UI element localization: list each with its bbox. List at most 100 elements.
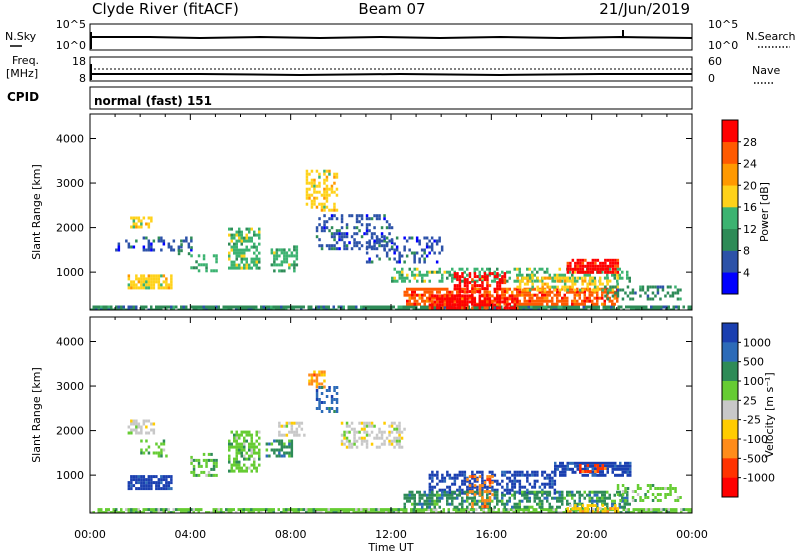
power-echo-cell xyxy=(585,308,588,310)
power-echo-cell xyxy=(546,296,549,300)
time-tick-label: 12:00 xyxy=(375,528,407,541)
velocity-echo-cell xyxy=(473,499,476,503)
velocity-echo-cell xyxy=(614,507,617,511)
power-echo-cell xyxy=(598,279,602,283)
power-echo-cell xyxy=(548,273,551,277)
velocity-echo-cell xyxy=(542,508,545,512)
power-echo-cell xyxy=(390,239,394,243)
velocity-echo-cell xyxy=(162,475,166,479)
power-echo-cell xyxy=(481,294,484,298)
velocity-echo-cell xyxy=(516,502,519,506)
power-echo-cell xyxy=(157,308,160,310)
power-echo-cell xyxy=(458,294,462,298)
velocity-echo-cell xyxy=(488,496,492,500)
power-echo-cell xyxy=(488,290,491,294)
time-tick-label: 00:00 xyxy=(74,528,106,541)
velocity-echo-cell xyxy=(222,511,225,513)
power-echo-cell xyxy=(581,279,584,283)
power-echo-cell xyxy=(581,282,584,286)
velocity-echo-cell xyxy=(233,433,236,437)
velocity-echo-cell xyxy=(97,511,100,513)
power-echo-cell xyxy=(142,308,145,310)
power-echo-cell xyxy=(626,273,629,277)
power-echo-cell xyxy=(503,272,507,276)
velocity-echo-cell xyxy=(195,473,198,477)
velocity-echo-cell xyxy=(561,496,564,500)
velocity-echo-cell xyxy=(571,461,574,465)
power-echo-cell xyxy=(235,248,238,252)
power-echo-cell xyxy=(152,248,156,252)
velocity-echo-cell xyxy=(591,467,594,471)
velocity-echo-cell xyxy=(463,482,467,486)
velocity-echo-cell xyxy=(207,511,210,513)
power-echo-cell xyxy=(652,308,655,310)
power-echo-cell xyxy=(375,308,378,310)
velocity-echo-cell xyxy=(305,508,308,512)
power-echo-cell xyxy=(132,222,136,226)
velocity-echo-cell xyxy=(600,511,603,513)
power-echo-cell xyxy=(503,278,507,282)
velocity-echo-cell xyxy=(481,502,484,506)
power-echo-cell xyxy=(451,267,454,271)
velocity-echo-cell xyxy=(645,508,648,512)
power-echo-cell xyxy=(107,305,110,309)
velocity-echo-cell xyxy=(578,490,581,494)
power-echo-cell xyxy=(431,300,434,304)
velocity-echo-cell xyxy=(436,482,439,486)
power-echo-cell xyxy=(295,254,299,258)
power-echo-cell xyxy=(481,300,484,304)
velocity-echo-cell xyxy=(411,490,414,494)
power-echo-cell xyxy=(598,276,602,280)
power-echo-cell xyxy=(353,238,356,242)
velocity-echo-cell xyxy=(228,439,231,443)
power-echo-cell xyxy=(629,291,632,295)
power-echo-cell xyxy=(205,263,208,267)
power-echo-cell xyxy=(523,276,527,280)
power-echo-cell xyxy=(348,214,351,218)
power-echo-cell xyxy=(373,214,376,218)
power-echo-cell xyxy=(511,294,514,298)
power-echo-cell xyxy=(591,261,595,265)
power-echo-cell xyxy=(553,302,556,306)
power-echo-cell xyxy=(598,282,602,286)
velocity-echo-cell xyxy=(130,487,133,491)
velocity-echo-cell xyxy=(589,504,592,508)
velocity-echo-cell xyxy=(501,470,504,474)
velocity-echo-cell xyxy=(413,502,416,506)
cpid-mode-text: normal (fast) 151 xyxy=(94,94,212,108)
velocity-echo-cell xyxy=(365,433,369,437)
velocity-echo-cell xyxy=(518,470,522,474)
velocity-echo-cell xyxy=(483,505,487,509)
velocity-echo-cell xyxy=(591,499,594,503)
power-echo-cell xyxy=(360,244,364,248)
velocity-echo-cell xyxy=(442,511,445,513)
velocity-echo-cell xyxy=(690,508,692,512)
power-echo-cell xyxy=(325,305,328,309)
velocity-echo-cell xyxy=(611,507,615,511)
power-echo-cell xyxy=(280,260,284,264)
power-echo-cell xyxy=(593,282,597,286)
power-echo-cell xyxy=(491,303,494,307)
velocity-echo-cell xyxy=(547,508,550,512)
velocity-echo-cell xyxy=(472,508,475,512)
power-echo-cell xyxy=(430,245,434,249)
velocity-echo-cell xyxy=(624,464,627,468)
velocity-echo-cell xyxy=(160,454,163,458)
power-echo-cell xyxy=(611,273,614,277)
power-echo-cell xyxy=(308,181,311,185)
velocity-echo-cell xyxy=(353,427,356,431)
power-echo-cell xyxy=(313,190,316,194)
power-echo-cell xyxy=(601,293,604,297)
power-echo-cell xyxy=(578,276,581,280)
velocity-echo-cell xyxy=(421,502,424,506)
velocity-echo-cell xyxy=(614,461,617,465)
velocity-echo-cell xyxy=(503,470,507,474)
power-echo-cell xyxy=(222,305,225,309)
power-echo-cell xyxy=(315,235,319,239)
velocity-echo-cell xyxy=(228,445,231,449)
power-echo-cell xyxy=(305,178,309,182)
power-echo-cell xyxy=(335,232,339,236)
velocity-echo-cell xyxy=(601,496,604,500)
power-echo-cell xyxy=(423,299,426,303)
power-echo-cell xyxy=(588,287,591,291)
